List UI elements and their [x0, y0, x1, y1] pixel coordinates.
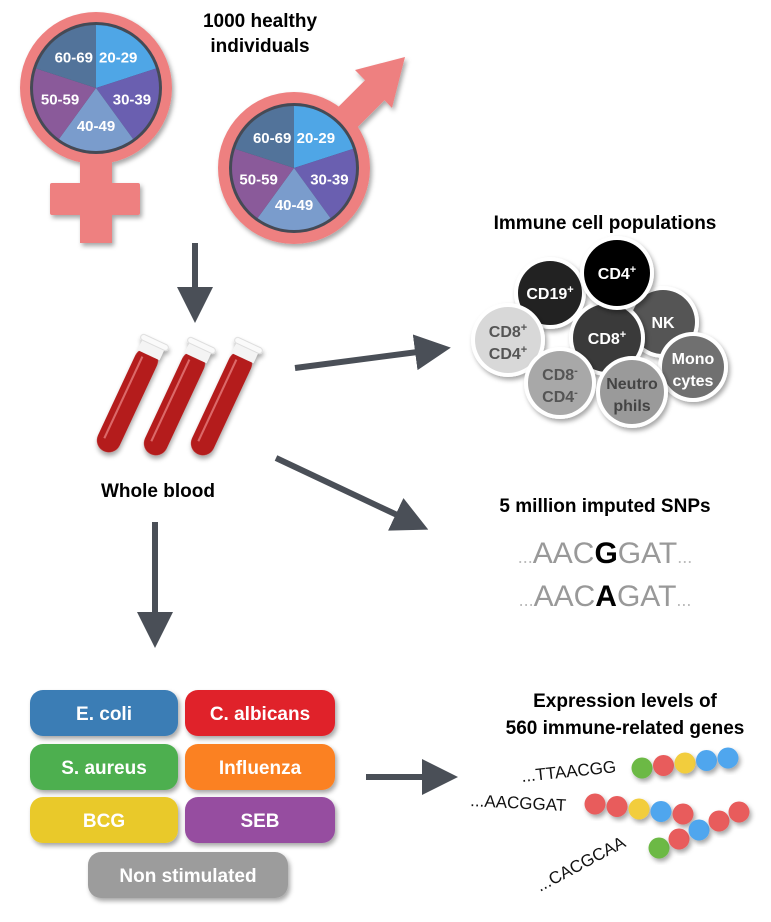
- expression-bead: [674, 752, 696, 774]
- immune-cell-monocytes: Mono cytes: [658, 332, 728, 402]
- stimulus-c-albicans: C. albicans: [185, 690, 335, 736]
- immune-cell-cluster: CD19+ NK CD8+ CD4+ CD8+ CD4+ CD8- CD4- Mono cytes…: [471, 236, 728, 428]
- cell-label: Mono: [672, 351, 715, 368]
- expression-bead: [628, 798, 650, 820]
- blood-tubes: [96, 333, 263, 456]
- cohort-title-line2: individuals: [210, 36, 309, 57]
- expression-bead: [672, 803, 694, 825]
- gene-sequence: ...TTAACGG: [520, 757, 617, 786]
- male-slice-50-59: [232, 148, 294, 219]
- svg-text:SEB: SEB: [240, 811, 279, 832]
- expression-bead: [728, 801, 750, 823]
- cell-label: CD8+: [588, 329, 626, 348]
- expression-bead: [584, 793, 606, 815]
- stimulus-influenza: Influenza: [185, 744, 335, 790]
- cell-label: CD4+: [598, 264, 636, 283]
- whole-blood-label: Whole blood: [101, 481, 215, 502]
- cell-label: CD8+: [489, 322, 527, 341]
- male-age-label: 60-69: [253, 130, 291, 147]
- snp-variant-2: A: [595, 580, 617, 613]
- female-slice-20-29: [96, 25, 156, 88]
- cell-label: cytes: [673, 373, 714, 390]
- immune-cell-cd8cd4: CD8- CD4-: [524, 347, 596, 419]
- snp-sequences: ...AACGGAT... ...AACAGAT...: [518, 537, 693, 613]
- svg-text:Influenza: Influenza: [219, 758, 302, 779]
- stimulus-s-aureus: S. aureus: [30, 744, 178, 790]
- female-slice-60-69: [36, 25, 96, 88]
- expression-title-line2: 560 immune-related genes: [506, 718, 745, 739]
- female-slice-50-59: [33, 68, 96, 139]
- gene-sequence: ...CACGCAA: [533, 832, 629, 895]
- expression-title-line1: Expression levels of: [533, 691, 717, 712]
- stimuli-panel: E. coli C. albicans S. aureus Influenza BCG S…: [30, 690, 335, 898]
- expression-row: ...TTAACGG: [520, 747, 739, 786]
- expression-rows: ...TTAACGG ...AACGGAT ...CACGCAA: [470, 747, 750, 896]
- expression-bead: [606, 796, 628, 817]
- immune-cell-neutrophils: Neutro phils: [596, 356, 668, 428]
- male-slice-60-69: [235, 106, 294, 168]
- expression-bead: [650, 801, 672, 822]
- female-age-label: 60-69: [55, 49, 93, 66]
- svg-text:BCG: BCG: [83, 811, 125, 832]
- arrows: [137, 243, 458, 795]
- cell-label: CD4+: [489, 344, 527, 363]
- expression-bead: [668, 828, 690, 850]
- expression-bead: [688, 819, 710, 841]
- svg-text:S. aureus: S. aureus: [61, 758, 147, 779]
- immune-cell-cd8cd4: CD8+ CD4+: [471, 303, 545, 377]
- male-slice-30-39: [294, 148, 357, 219]
- female-slice-30-39: [96, 68, 159, 139]
- svg-text:C. albicans: C. albicans: [210, 704, 310, 725]
- gene-sequence: ...AACGGAT: [470, 791, 567, 815]
- arrow-blood-to-cells: [294, 334, 451, 371]
- arrow-blood-to-snps: [274, 455, 429, 531]
- snp-variant-1: G: [594, 537, 617, 570]
- blood-tube: [190, 336, 263, 456]
- immune-cell-cd19: CD19+: [514, 257, 586, 329]
- male-slice-20-29: [294, 106, 353, 168]
- snp-sequence-1: ...AACGGAT...: [518, 537, 693, 570]
- female-age-label: 30-39: [113, 92, 151, 109]
- male-slice-40-49: [257, 168, 331, 231]
- stimulus-e-coli: E. coli: [30, 690, 178, 736]
- svg-text:Non stimulated: Non stimulated: [119, 866, 256, 887]
- snps-title: 5 million imputed SNPs: [499, 496, 710, 517]
- female-slice-40-49: [58, 88, 134, 151]
- male-age-label: 20-29: [297, 130, 335, 147]
- cell-label: CD8-: [542, 365, 578, 384]
- male-age-label: 30-39: [310, 171, 348, 188]
- male-age-pie: 20-29 30-39 40-49 50-59 60-69: [229, 103, 359, 233]
- female-age-label: 20-29: [99, 49, 137, 66]
- female-age-label: 50-59: [41, 92, 79, 109]
- stimulus-bcg: BCG: [30, 797, 178, 843]
- snp-sequence-2: ...AACAGAT...: [519, 580, 692, 613]
- blood-tube: [143, 336, 216, 456]
- expression-bead: [708, 810, 730, 832]
- blood-tube: [96, 333, 169, 453]
- cell-label: Neutro: [606, 376, 658, 393]
- cell-label: phils: [613, 398, 650, 415]
- cohort-title-line1: 1000 healthy: [203, 11, 317, 32]
- male-age-label: 40-49: [275, 197, 313, 214]
- expression-row: ...AACGGAT: [470, 791, 694, 825]
- cell-label: NK: [651, 315, 675, 332]
- immune-cells-title: Immune cell populations: [494, 213, 717, 234]
- cell-label: CD19+: [526, 284, 573, 303]
- stimulus-non-stimulated: Non stimulated: [88, 852, 288, 898]
- cell-label: CD4-: [542, 387, 578, 406]
- male-age-label: 50-59: [239, 171, 277, 188]
- expression-bead: [653, 755, 674, 776]
- svg-text:E. coli: E. coli: [76, 704, 132, 725]
- female-age-pie: 20-29 30-39 40-49 50-59 60-69: [30, 22, 162, 154]
- expression-bead: [648, 837, 670, 859]
- expression-bead: [631, 757, 653, 779]
- immune-cell-cd4: CD4+: [580, 236, 654, 310]
- expression-bead: [696, 750, 717, 771]
- expression-bead: [717, 747, 739, 769]
- female-age-label: 40-49: [77, 118, 115, 135]
- stimulus-seb: SEB: [185, 797, 335, 843]
